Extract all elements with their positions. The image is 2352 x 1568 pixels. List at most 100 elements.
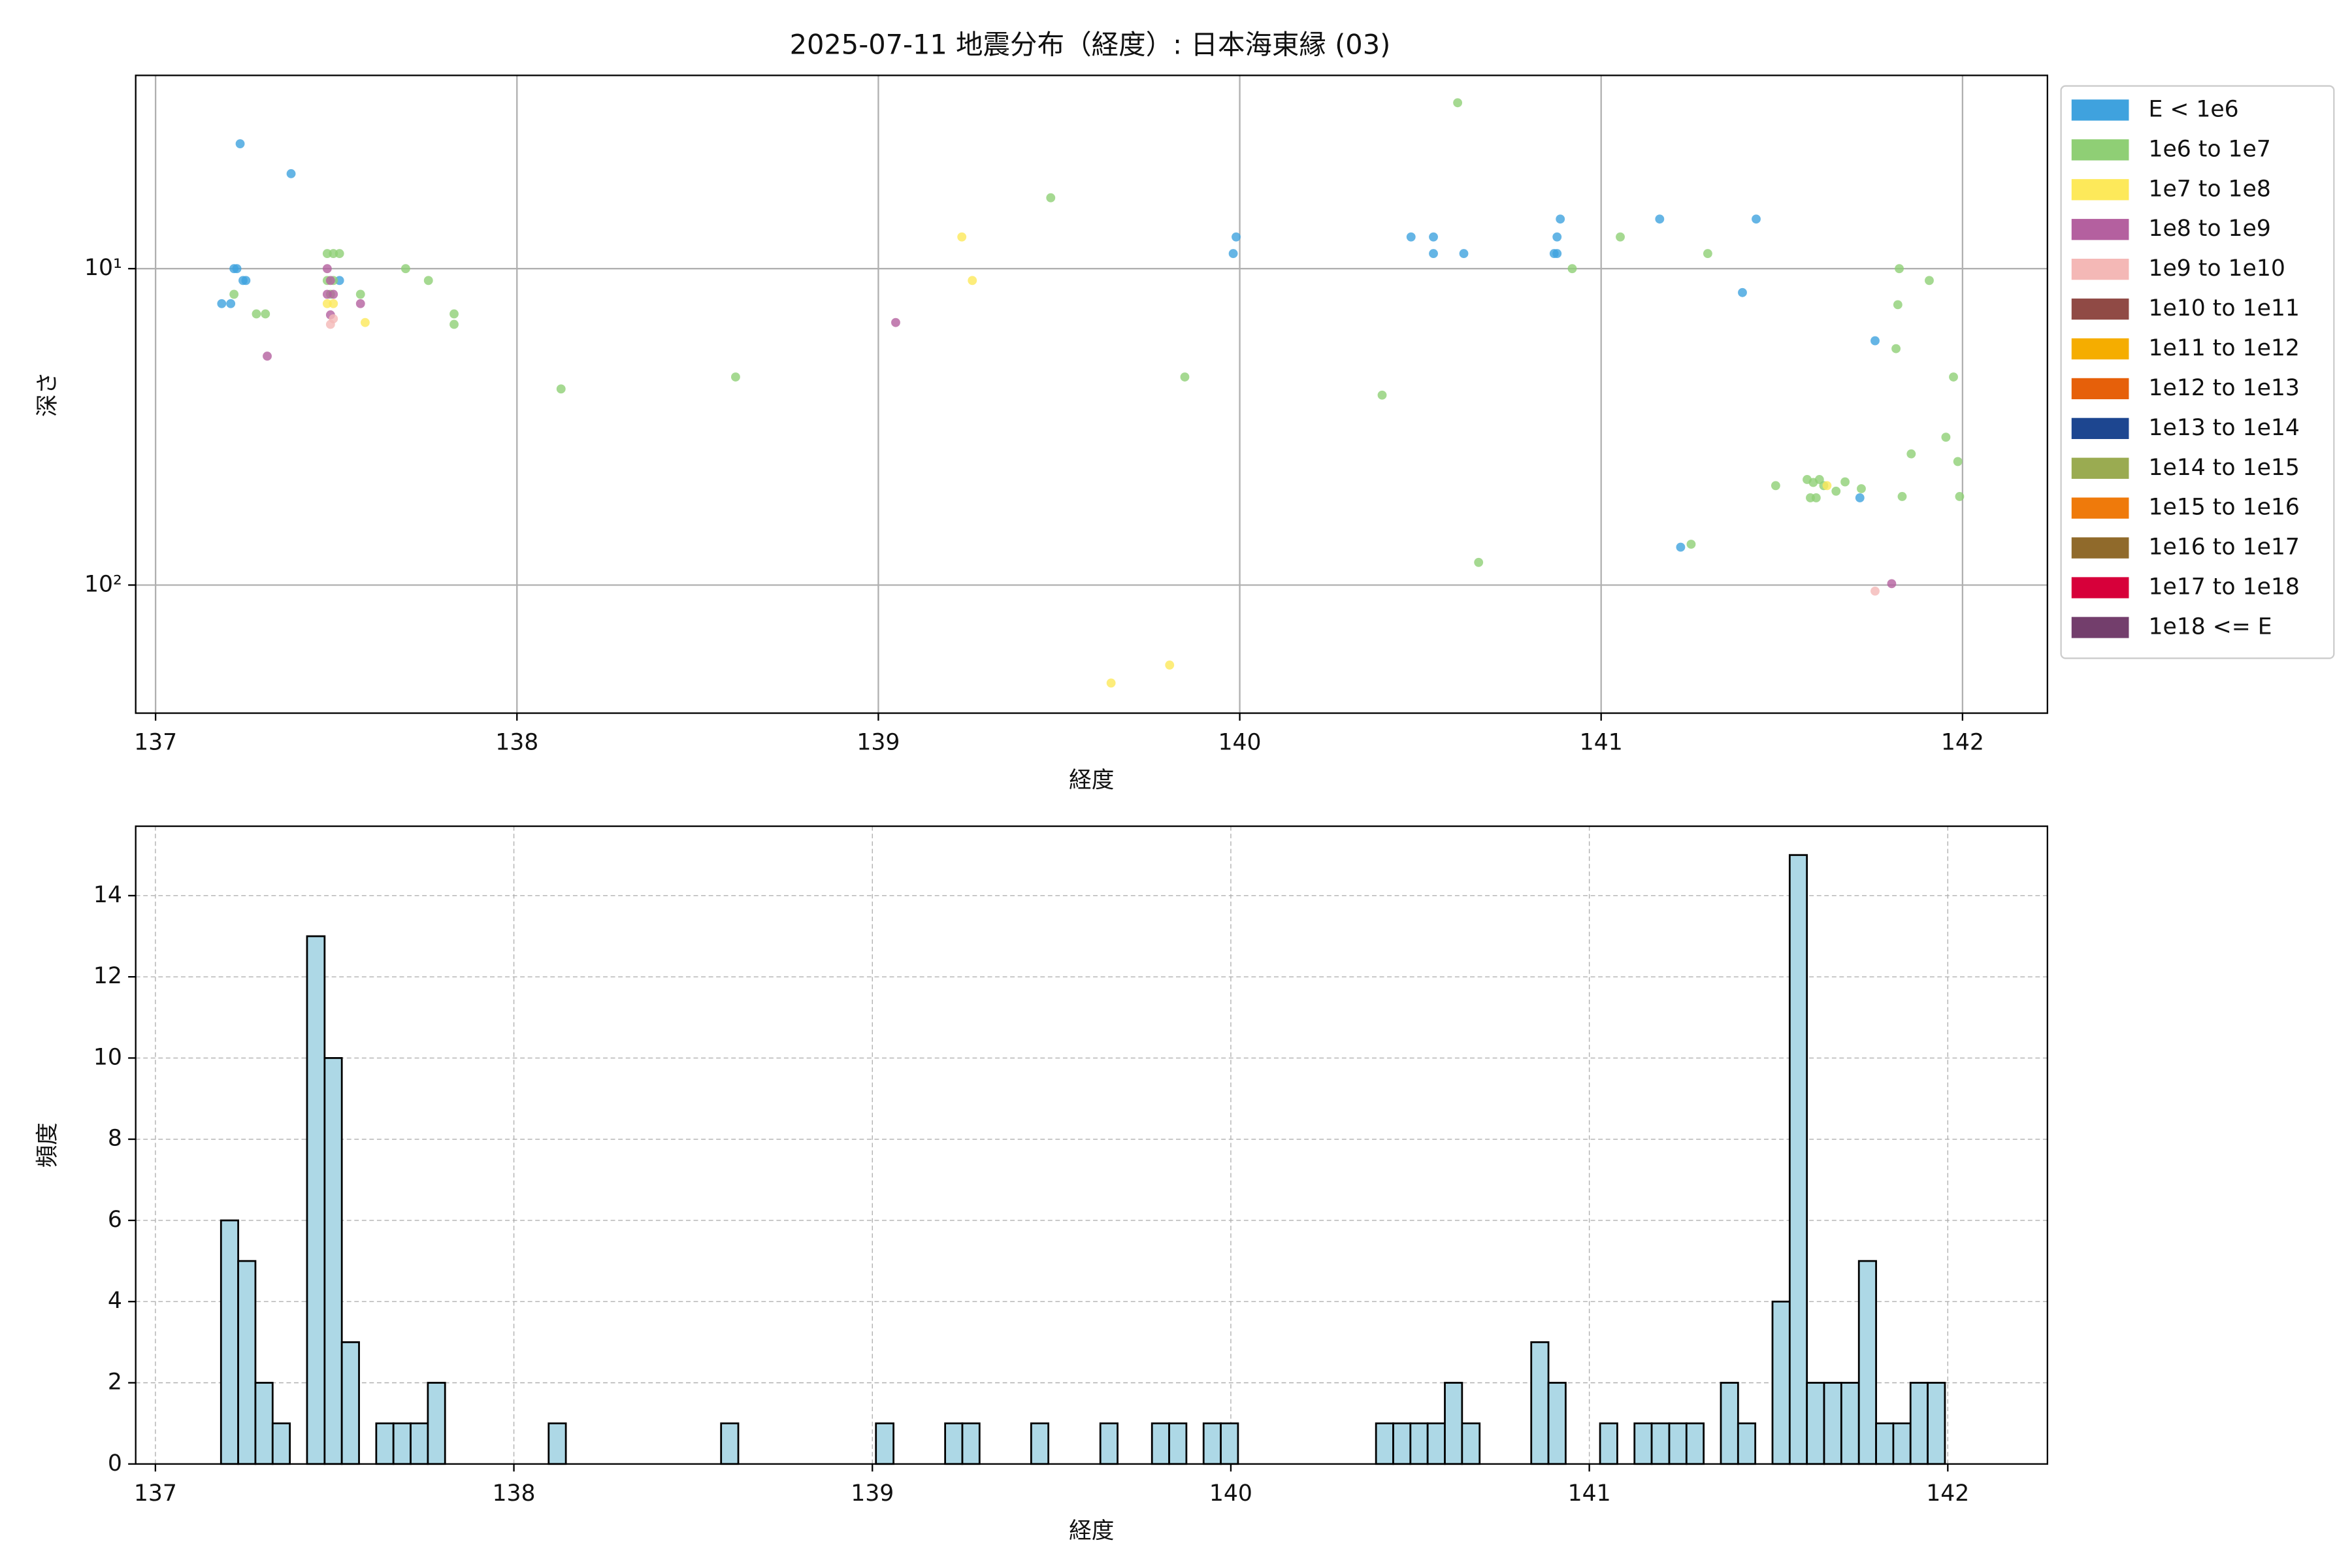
histogram-bar <box>1202 1422 1222 1465</box>
legend-swatch <box>2071 378 2129 400</box>
scatter-point <box>1616 232 1625 242</box>
legend-label: 1e10 to 1e11 <box>2148 295 2299 321</box>
scatter-point <box>400 264 410 274</box>
scatter-point <box>1941 433 1951 442</box>
x-tick-label: 138 <box>495 730 538 756</box>
legend-label: 1e18 <= E <box>2148 613 2272 640</box>
legend-label: 1e7 to 1e8 <box>2148 176 2270 202</box>
scatter-point <box>1459 249 1469 259</box>
x-tick-label: 140 <box>1218 730 1262 756</box>
x-tick-label: 140 <box>1209 1480 1252 1507</box>
histogram-bar <box>340 1341 360 1465</box>
scatter-point <box>556 384 566 394</box>
plot-frame <box>135 825 2048 1465</box>
scatter-point <box>1180 372 1190 382</box>
legend-swatch <box>2071 219 2129 240</box>
y-tick-label: 10² <box>84 571 122 597</box>
y-tick-label: 8 <box>108 1126 122 1152</box>
histogram-bar <box>1168 1422 1188 1465</box>
scatter-point <box>241 276 251 286</box>
scatter-point <box>1822 481 1832 491</box>
histogram-bar <box>1426 1422 1446 1465</box>
histogram-bar <box>961 1422 981 1465</box>
scatter-point <box>329 314 338 323</box>
scatter-point <box>355 289 365 299</box>
chart-title: 2025-07-11 地震分布（経度）: 日本海東縁 (03) <box>790 29 1391 61</box>
histogram-bar <box>1633 1422 1653 1465</box>
x-tick-label: 141 <box>1568 1480 1611 1507</box>
y-axis-label: 深さ <box>35 372 61 417</box>
histogram-bar <box>1599 1422 1618 1465</box>
scatter-point <box>1738 287 1747 297</box>
scatter-point <box>252 309 261 319</box>
scatter-point <box>423 276 433 286</box>
histogram-bar <box>1720 1382 1739 1465</box>
scatter-point <box>891 318 900 327</box>
legend-swatch <box>2071 457 2129 479</box>
scatter-point <box>1474 557 1484 567</box>
y-tick-label: 4 <box>108 1288 122 1314</box>
legend-label: 1e15 to 1e16 <box>2148 495 2299 521</box>
scatter-point <box>1046 193 1056 203</box>
legend-label: 1e8 to 1e9 <box>2148 216 2270 242</box>
scatter-point <box>1955 492 1965 501</box>
scatter-point <box>1811 493 1821 502</box>
histogram-bar <box>254 1382 274 1465</box>
histogram-bar <box>720 1422 740 1465</box>
histogram-bar <box>1806 1382 1825 1465</box>
x-tick-label: 142 <box>1941 730 1984 756</box>
legend-label: 1e6 to 1e7 <box>2148 136 2270 162</box>
legend-swatch <box>2071 338 2129 360</box>
histogram-bar <box>1547 1382 1567 1465</box>
scatter-point <box>1953 457 1963 466</box>
legend-label: 1e12 to 1e13 <box>2148 375 2299 401</box>
legend-swatch <box>2071 99 2129 121</box>
histogram-bar <box>1857 1260 1877 1465</box>
histogram-bar <box>306 935 326 1465</box>
scatter-point <box>329 299 338 308</box>
scatter-point <box>322 264 332 274</box>
histogram-bar <box>1151 1422 1170 1465</box>
scatter-point <box>1840 477 1850 487</box>
histogram-bar <box>1840 1382 1860 1465</box>
scatter-point <box>229 289 239 299</box>
histogram-bar <box>1030 1422 1050 1465</box>
histogram-bar <box>392 1422 412 1465</box>
histogram-bar <box>1927 1382 1946 1465</box>
histogram-bar <box>1650 1422 1671 1465</box>
scatter-point <box>968 276 977 286</box>
scatter-point <box>1106 678 1116 688</box>
histogram-bar <box>1909 1382 1929 1465</box>
scatter-point <box>1855 493 1865 502</box>
histogram-bar <box>875 1422 895 1465</box>
y-tick-label: 12 <box>93 963 122 989</box>
legend-swatch <box>2071 139 2129 161</box>
histogram-bar <box>1788 854 1808 1465</box>
scatter-point <box>449 309 459 319</box>
scatter-point <box>1567 264 1577 274</box>
scatter-point <box>325 276 335 286</box>
scatter-point <box>1925 276 1934 286</box>
histogram-bar <box>1823 1382 1842 1465</box>
legend-label: 1e9 to 1e10 <box>2148 255 2285 282</box>
y-tick-label: 14 <box>93 882 122 908</box>
scatter-point <box>1870 336 1880 346</box>
legend-swatch <box>2071 417 2129 439</box>
y-axis-label: 頻度 <box>35 1122 61 1168</box>
scatter-point <box>1655 214 1665 224</box>
histogram-bar <box>271 1422 291 1465</box>
x-tick-label: 138 <box>493 1480 536 1507</box>
x-axis-label: 経度 <box>1069 1518 1114 1544</box>
legend-box <box>2060 85 2335 659</box>
scatter-point <box>1831 486 1841 496</box>
histogram-bar <box>1099 1422 1119 1465</box>
y-tick-label: 0 <box>108 1450 122 1477</box>
y-tick-label: 10 <box>93 1044 122 1070</box>
scatter-point <box>1429 249 1438 259</box>
scatter-point <box>1895 264 1904 274</box>
scatter-point <box>1906 449 1916 459</box>
legend-label: 1e17 to 1e18 <box>2148 574 2299 600</box>
y-tick-label: 10¹ <box>84 255 122 281</box>
x-axis-label: 経度 <box>1069 767 1114 793</box>
x-tick-label: 142 <box>1926 1480 1969 1507</box>
